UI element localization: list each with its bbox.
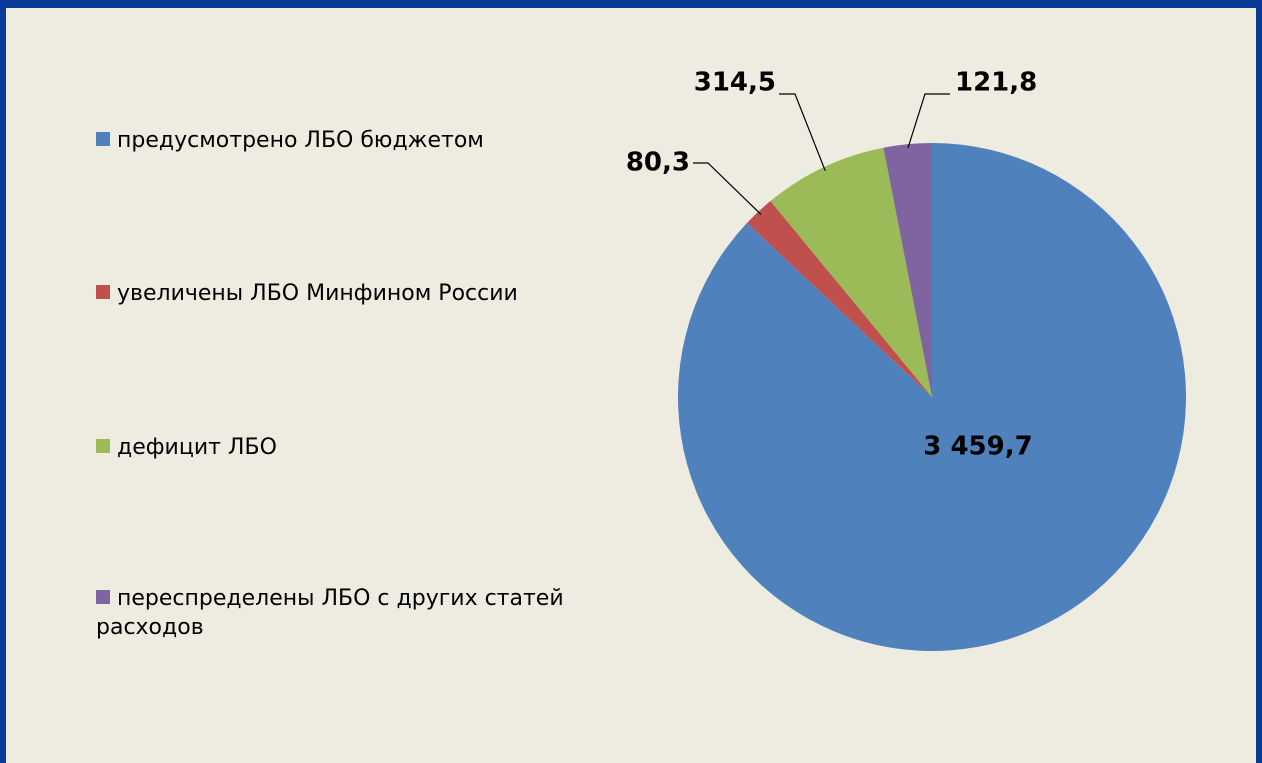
- data-label: 80,3: [626, 148, 690, 178]
- legend-swatch: [96, 132, 110, 146]
- data-label: 314,5: [694, 68, 776, 98]
- leader-line: [693, 162, 762, 215]
- legend-label: переспределены ЛБО с других статей расхо…: [96, 586, 564, 640]
- legend-label: увеличены ЛБО Минфином России: [117, 281, 518, 306]
- legend-item: увеличены ЛБО Минфином России: [96, 279, 656, 308]
- legend-swatch: [96, 285, 110, 299]
- legend-item: дефицит ЛБО: [96, 433, 656, 462]
- legend-item: переспределены ЛБО с других статей расхо…: [96, 584, 656, 642]
- leader-line: [907, 93, 950, 149]
- pie-slice: [770, 147, 932, 397]
- legend-swatch: [96, 439, 110, 453]
- legend-swatch: [96, 590, 110, 604]
- data-label: 121,8: [955, 68, 1037, 98]
- legend-label: дефицит ЛБО: [117, 435, 277, 460]
- data-label: 3 459,7: [923, 432, 1032, 462]
- pie-slice: [746, 201, 932, 397]
- legend-item: предусмотрено ЛБО бюджетом: [96, 126, 656, 155]
- leader-line: [779, 93, 826, 171]
- legend-label: предусмотрено ЛБО бюджетом: [117, 128, 484, 153]
- pie-slice: [883, 143, 932, 397]
